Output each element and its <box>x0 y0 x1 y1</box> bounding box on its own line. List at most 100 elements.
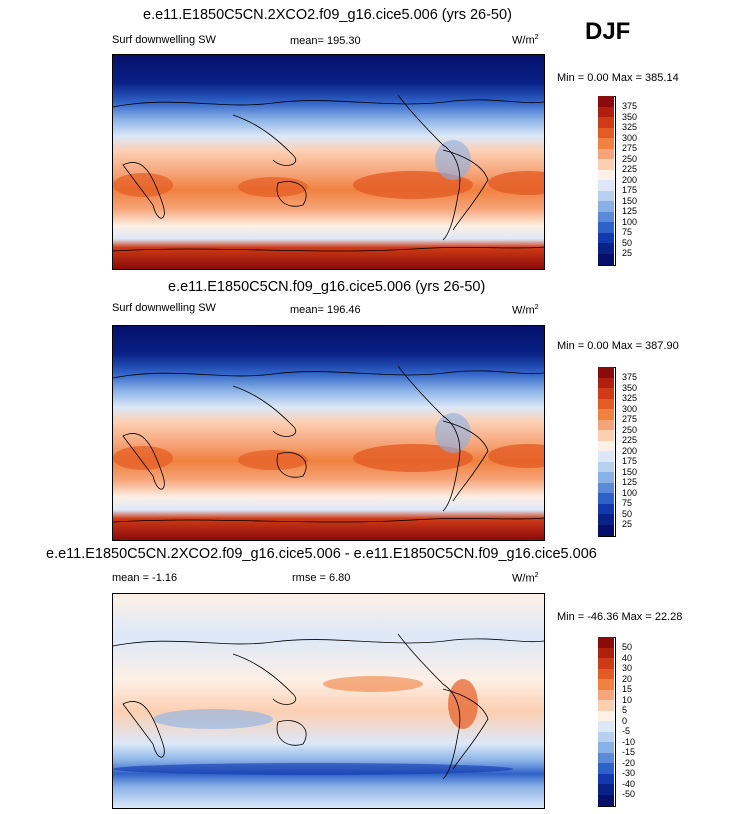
colorbar-cell <box>598 211 614 223</box>
colorbar-label: 50 <box>622 508 633 519</box>
colorbar-cell <box>598 419 614 431</box>
colorbar-cell <box>598 190 614 202</box>
colorbar-label: 300 <box>622 132 638 143</box>
colorbar-label: 200 <box>622 174 638 185</box>
panel1-map-svg <box>113 55 544 269</box>
colorbar-cell <box>598 222 614 233</box>
colorbar-label: 75 <box>622 227 633 237</box>
colorbar-label: -50 <box>622 789 636 799</box>
colorbar-cell <box>598 96 614 107</box>
colorbar-cell <box>598 180 614 191</box>
colorbar-label: 325 <box>622 393 638 403</box>
colorbar-cell <box>598 243 614 254</box>
panel1-colorbar: 375 350 325 300 275 250 225 200 175 150 125 100 75 50… <box>598 96 678 266</box>
colorbar-cell <box>598 398 614 410</box>
colorbar-label: 250 <box>622 153 638 164</box>
colorbar-cell <box>598 232 614 244</box>
colorbar-cell <box>598 679 614 690</box>
panel2-colorbar: 375 350 325 300 275 250 225 200 175 150 125 100 75 50… <box>598 367 678 537</box>
colorbar-label: 200 <box>622 445 638 456</box>
colorbar-cell <box>598 451 614 462</box>
colorbar-cell <box>598 461 614 473</box>
colorbar-label: 275 <box>622 414 638 424</box>
colorbar-cell <box>598 700 614 711</box>
colorbar-cell <box>598 742 614 753</box>
colorbar-label: 350 <box>622 382 638 393</box>
colorbar-label: 225 <box>622 164 638 174</box>
colorbar-cell <box>598 388 614 399</box>
colorbar-cell <box>598 159 614 170</box>
colorbar-label: 100 <box>622 216 638 227</box>
season-label: DJF <box>585 18 631 45</box>
colorbar-label: -15 <box>622 747 636 757</box>
colorbar-label: 325 <box>622 122 638 132</box>
colorbar-label: 25 <box>622 519 633 529</box>
panel2-map <box>112 325 545 541</box>
colorbar-cell <box>598 524 614 536</box>
colorbar-label: 175 <box>622 185 638 195</box>
colorbar-cell <box>598 514 614 525</box>
colorbar-cell <box>598 503 614 515</box>
colorbar-label: 150 <box>622 466 638 477</box>
colorbar-cell <box>598 127 614 139</box>
panel2-map-svg <box>113 326 544 540</box>
colorbar-cell <box>598 430 614 441</box>
colorbar-cell <box>598 784 614 795</box>
panel3-colorbar: 50 40 30 20 15 10 5 0 -5 -10 -15 -20 -30 -40 -50 <box>598 637 678 807</box>
colorbar-label: -40 <box>622 778 636 789</box>
colorbar-label: 275 <box>622 143 638 153</box>
panel3-minmax: Min = -46.36 Max = 22.28 <box>557 611 683 623</box>
panel3-rmse: rmse = 6.80 <box>292 572 351 584</box>
panel2-minmax: Min = 0.00 Max = 387.90 <box>557 340 679 352</box>
colorbar-cell <box>598 440 614 452</box>
colorbar-label: 10 <box>622 694 633 705</box>
colorbar-label: 5 <box>622 705 628 715</box>
colorbar-cell <box>598 721 614 732</box>
colorbar-cell <box>598 763 614 774</box>
colorbar-cell <box>598 367 614 378</box>
panel1-minmax: Min = 0.00 Max = 385.14 <box>557 72 679 84</box>
colorbar-cell <box>598 493 614 504</box>
colorbar-label: 50 <box>622 642 633 652</box>
colorbar-label: 250 <box>622 424 638 435</box>
panel1-title: e.e11.E1850C5CN.2XCO2.f09_g16.cice5.006 … <box>143 7 512 23</box>
colorbar-cell <box>598 658 614 669</box>
colorbar-label: 20 <box>622 673 633 684</box>
colorbar-cell <box>598 148 614 160</box>
panel1-mean: mean= 195.30 <box>290 35 361 47</box>
colorbar-label: 50 <box>622 237 633 248</box>
colorbar-cell <box>598 794 614 806</box>
colorbar-label: 0 <box>622 715 628 726</box>
colorbar-cell <box>598 773 614 785</box>
colorbar-cell <box>598 253 614 265</box>
colorbar-label: -5 <box>622 726 631 736</box>
colorbar-cell <box>598 117 614 128</box>
panel3-units: W/m2 <box>512 572 539 585</box>
colorbar-label: 100 <box>622 487 638 498</box>
colorbar-label: 175 <box>622 456 638 466</box>
colorbar-cell <box>598 689 614 701</box>
panel2-mean: mean= 196.46 <box>290 304 361 316</box>
colorbar-cell <box>598 710 614 722</box>
panel2-units: W/m2 <box>512 304 539 317</box>
colorbar-cell <box>598 731 614 743</box>
colorbar-label: 125 <box>622 206 638 216</box>
panel3-mean: mean = -1.16 <box>112 572 178 584</box>
colorbar-label: 125 <box>622 477 638 487</box>
colorbar-label: 300 <box>622 403 638 414</box>
panel1-variable: Surf downwelling SW <box>112 34 216 46</box>
colorbar-label: 225 <box>622 435 638 445</box>
colorbar-cell <box>598 409 614 420</box>
colorbar-cell <box>598 752 614 764</box>
colorbar-label: 30 <box>622 663 633 673</box>
panel3-title: e.e11.E1850C5CN.2XCO2.f09_g16.cice5.006 … <box>46 546 597 562</box>
colorbar-cell <box>598 106 614 118</box>
colorbar-cell <box>598 637 614 648</box>
colorbar-label: 375 <box>622 372 638 382</box>
colorbar-cell <box>598 668 614 680</box>
panel2-variable: Surf downwelling SW <box>112 302 216 314</box>
panel3-map <box>112 593 545 809</box>
colorbar-label: 25 <box>622 248 633 258</box>
colorbar-label: 15 <box>622 684 633 694</box>
colorbar-cell <box>598 169 614 181</box>
